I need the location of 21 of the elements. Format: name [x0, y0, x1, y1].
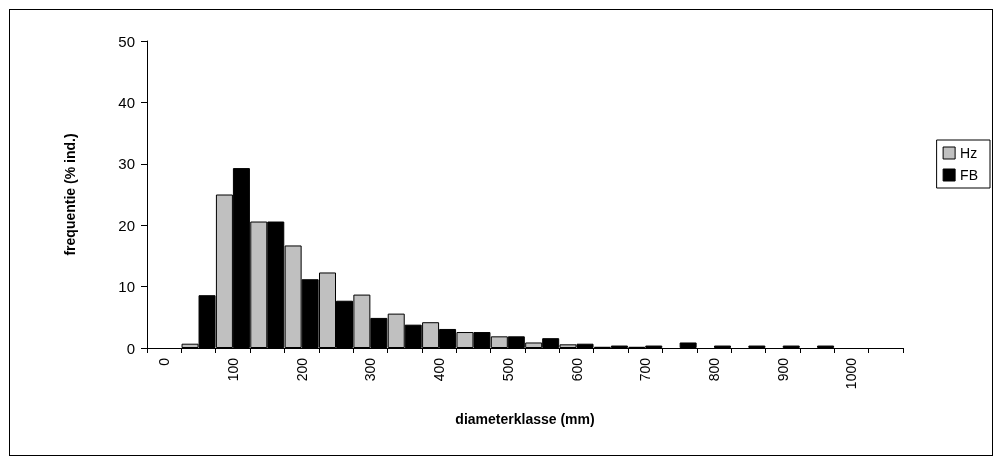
y-tick-label: 50 — [118, 32, 135, 50]
legend-label: FB — [960, 167, 978, 183]
x-tick-label: 700 — [637, 357, 654, 382]
y-tick-label: 10 — [118, 278, 135, 296]
y-tick-label: 30 — [118, 155, 135, 173]
x-tick-label: 1000 — [843, 357, 860, 390]
x-tick-label: 100 — [224, 357, 241, 382]
y-tick-label: 20 — [118, 216, 135, 234]
legend-label: Hz — [960, 145, 978, 161]
x-tick-label: 400 — [431, 357, 448, 382]
y-tick-label: 40 — [118, 93, 135, 111]
y-axis-title: frequentie (% ind.) — [62, 133, 78, 256]
x-tick-label: 0 — [156, 357, 173, 366]
x-tick-label: 200 — [293, 357, 310, 382]
x-tick-label: 900 — [774, 357, 791, 382]
y-tick-label: 0 — [126, 339, 135, 357]
x-axis-title: diameterklasse (mm) — [455, 411, 595, 427]
x-tick-label: 500 — [499, 357, 516, 382]
x-tick-label: 600 — [568, 357, 585, 382]
x-tick-label: 800 — [706, 357, 722, 382]
x-tick-label: 300 — [362, 357, 379, 382]
